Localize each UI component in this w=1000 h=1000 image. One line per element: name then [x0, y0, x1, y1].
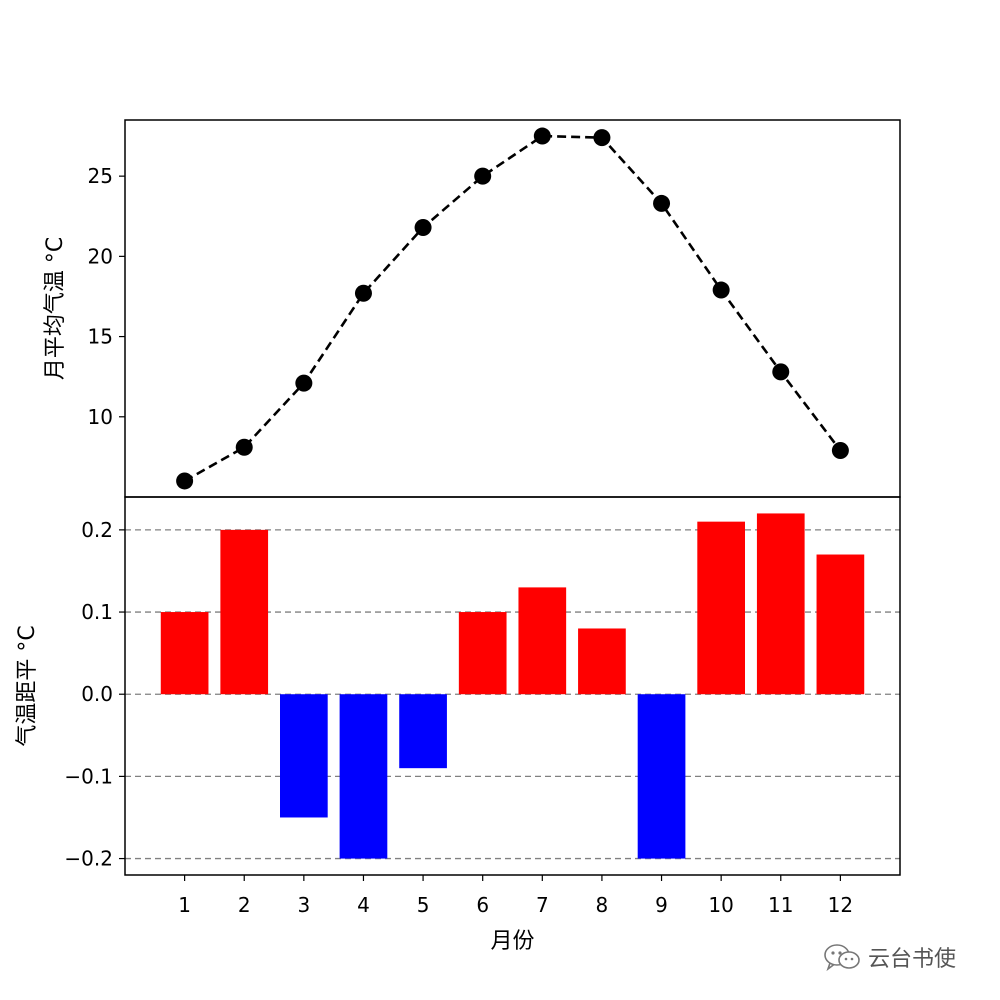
anomaly-bar: [339, 694, 388, 859]
x-tick-label: 11: [768, 893, 793, 917]
temperature-line-panel: 10 15 20 25: [88, 119, 901, 498]
temperature-point: [474, 167, 492, 185]
anomaly-bar: [816, 554, 865, 695]
anomaly-bar: [458, 612, 507, 695]
temperature-point: [712, 281, 730, 299]
anomaly-bar: [697, 521, 745, 695]
top-y-tick-label: 25: [88, 164, 113, 188]
temperature-point: [831, 441, 849, 459]
x-tick-label: 7: [536, 893, 549, 917]
temperature-point: [295, 374, 313, 392]
x-tick-label: 3: [297, 893, 310, 917]
top-y-tick-label: 10: [88, 405, 113, 429]
temperature-point: [176, 472, 194, 490]
anomaly-bar: [280, 694, 328, 818]
anomaly-bar: [160, 612, 209, 695]
x-tick-label: 5: [417, 893, 430, 917]
temperature-point: [653, 194, 671, 212]
anomaly-bar: [578, 628, 626, 695]
anomaly-bar: [220, 529, 269, 695]
bottom-y-tick-label: 0.2: [81, 518, 113, 542]
bottom-y-tick-label: −0.2: [64, 847, 113, 871]
temperature-point: [235, 438, 253, 456]
x-tick-label: 9: [655, 893, 668, 917]
top-y-axis-label: 月平均气温 °C: [43, 237, 68, 380]
anomaly-bar: [518, 587, 567, 695]
temperature-point: [414, 218, 432, 236]
x-tick-label: 10: [708, 893, 733, 917]
anomaly-bar-panel: −0.2 −0.1 0.0 0.1 0.2: [64, 496, 901, 876]
anomaly-bar: [399, 694, 447, 769]
bottom-panel-frame: [124, 496, 901, 876]
x-tick-label: 8: [596, 893, 609, 917]
x-axis-label: 月份: [490, 929, 534, 954]
temperature-series-line: [183, 134, 842, 483]
x-tick-label: 6: [476, 893, 489, 917]
bottom-y-axis-label: 气温距平 °C: [15, 625, 40, 746]
x-tick-label: 4: [357, 893, 370, 917]
anomaly-bar: [637, 694, 686, 859]
temperature-point: [772, 363, 790, 381]
wechat-icon: [824, 944, 860, 972]
bottom-y-tick-label: 0.0: [81, 682, 113, 706]
bottom-y-tick-label: −0.1: [64, 764, 113, 788]
watermark-text: 云台书使: [868, 947, 957, 972]
x-axis: 1 2 3 4 5 6 7 8 9 10 11 12: [178, 875, 853, 917]
top-y-tick-label: 15: [88, 325, 113, 349]
temperature-point: [593, 129, 611, 147]
top-y-tick-label: 20: [88, 244, 113, 268]
bottom-y-tick-label: 0.1: [81, 600, 113, 624]
temperature-point: [354, 284, 372, 302]
watermark: 云台书使: [822, 940, 956, 974]
anomaly-bar: [756, 513, 805, 695]
x-tick-label: 2: [238, 893, 251, 917]
x-tick-label: 12: [828, 893, 853, 917]
x-tick-label: 1: [178, 893, 191, 917]
temperature-point: [533, 127, 551, 145]
